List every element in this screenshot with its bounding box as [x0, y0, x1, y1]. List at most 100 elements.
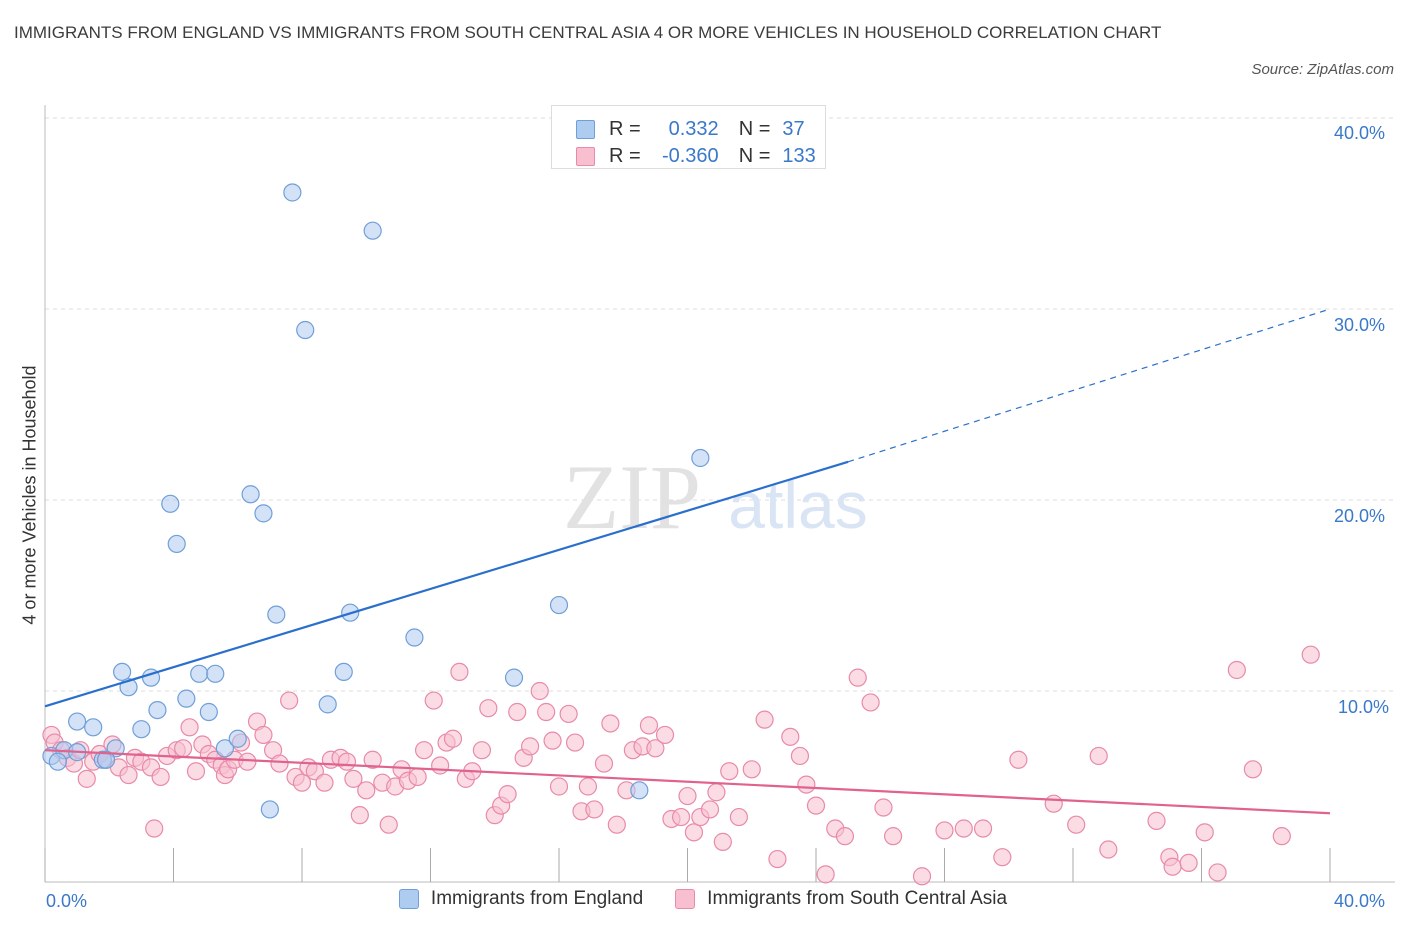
series-south-central-asia-points [42, 645, 1320, 886]
sca-point-86 [639, 716, 659, 735]
sca-point-95 [707, 783, 726, 802]
n-value: 133 [782, 144, 816, 167]
chart-title: IMMIGRANTS FROM ENGLAND VS IMMIGRANTS FR… [14, 23, 1162, 42]
england-point-33 [630, 781, 649, 800]
sca-point-92 [684, 823, 704, 842]
sca-point-98 [729, 807, 749, 827]
england-trend-line [44, 460, 849, 708]
sca-point-112 [883, 827, 903, 846]
legend-label-south-central-asia: Immigrants from South Central Asia [707, 888, 1008, 909]
sca-point-97 [720, 762, 739, 781]
sca-trend-line [44, 749, 1331, 815]
sca-point-78 [578, 777, 598, 796]
sca-point-122 [1099, 840, 1118, 859]
sca-point-106 [816, 865, 835, 884]
sca-point-50 [379, 815, 398, 834]
sca-point-113 [912, 867, 932, 886]
n-label: N = [738, 117, 771, 140]
sca-point-63 [472, 741, 491, 760]
england-point-19 [228, 729, 247, 748]
england-point-20 [241, 485, 260, 504]
sca-point-75 [559, 704, 578, 724]
legend-item-england[interactable]: Immigrants from England [398, 888, 644, 910]
england-point-25 [296, 320, 315, 340]
watermark-atlas: atlas [728, 468, 867, 542]
sca-point-115 [954, 819, 973, 838]
sca-point-54 [408, 767, 427, 787]
sca-point-87 [646, 739, 665, 758]
sca-point-125 [1163, 857, 1182, 876]
sca-point-110 [861, 693, 880, 712]
sca-point-103 [790, 746, 810, 766]
sca-point-71 [530, 681, 549, 701]
sca-point-38 [292, 773, 312, 792]
england-point-4 [84, 718, 103, 737]
sca-point-101 [768, 849, 787, 869]
sca-point-17 [151, 767, 170, 787]
england-point-18 [215, 739, 234, 758]
sca-point-76 [565, 733, 585, 752]
england-point-32 [549, 595, 569, 615]
y-tick-20: 20.0% [1334, 506, 1386, 526]
y-tick-40: 40.0% [1334, 123, 1386, 143]
sca-point-111 [874, 798, 893, 817]
sca-point-108 [835, 827, 855, 846]
sca-swatch-icon [576, 146, 595, 166]
sca-point-35 [270, 754, 289, 773]
sca-point-99 [742, 760, 761, 779]
sca-point-94 [700, 800, 720, 819]
sca-point-81 [601, 714, 620, 733]
sca-point-74 [549, 777, 569, 796]
england-swatch-icon [576, 119, 595, 139]
sca-point-41 [315, 773, 334, 792]
sca-point-82 [607, 815, 626, 834]
sca-point-132 [1301, 645, 1320, 664]
r-label: R = [609, 144, 641, 167]
trend-lines [44, 308, 1331, 815]
england-point-23 [267, 605, 286, 624]
sca-point-127 [1195, 823, 1214, 842]
sca-point-80 [594, 754, 614, 773]
legend-item-south-central-asia[interactable]: Immigrants from South Central Asia [675, 888, 1007, 910]
series-legend: Immigrants from England Immigrants from … [0, 888, 1406, 910]
legend-label-england: Immigrants from England [430, 888, 644, 909]
england-point-29 [363, 221, 382, 240]
sca-point-31 [238, 752, 257, 771]
england-point-12 [161, 494, 180, 513]
england-point-24 [283, 183, 302, 202]
sca-point-96 [713, 832, 732, 851]
sca-point-6 [77, 769, 96, 788]
sca-point-120 [1067, 815, 1086, 834]
sca-point-129 [1227, 660, 1246, 680]
sca-point-20 [174, 739, 193, 758]
england-point-15 [190, 664, 209, 683]
england-point-7 [112, 662, 132, 682]
sca-point-12 [119, 765, 138, 785]
england-point-3 [68, 712, 87, 731]
sca-point-128 [1208, 863, 1227, 882]
england-point-26 [318, 695, 337, 714]
r-value: 0.332 [668, 117, 719, 140]
england-point-22 [260, 800, 279, 819]
sca-point-102 [781, 727, 800, 746]
x-tick-max: 40.0% [1334, 891, 1386, 911]
england-trend-extension [847, 308, 1331, 463]
england-point-13 [167, 534, 186, 554]
sca-point-117 [993, 848, 1012, 867]
n-value: 37 [782, 117, 805, 140]
sca-point-100 [755, 710, 774, 729]
sca-point-21 [180, 718, 199, 737]
series-england-points [42, 183, 710, 819]
england-point-30 [405, 628, 424, 647]
england-point-36 [96, 750, 116, 769]
y-tick-30: 30.0% [1334, 315, 1386, 335]
legend-row-england: R = 0.332 N = 37 [576, 116, 805, 142]
x-tick-min: 0.0% [46, 891, 88, 911]
england-point-9 [132, 720, 151, 739]
sca-point-73 [543, 731, 562, 750]
sca-point-46 [350, 806, 369, 825]
sca-point-33 [254, 725, 273, 745]
england-point-31 [504, 668, 524, 687]
correlation-legend: R = 0.332 N = 37 R = -0.360 N = 133 [551, 105, 826, 169]
england-point-35 [48, 752, 67, 771]
